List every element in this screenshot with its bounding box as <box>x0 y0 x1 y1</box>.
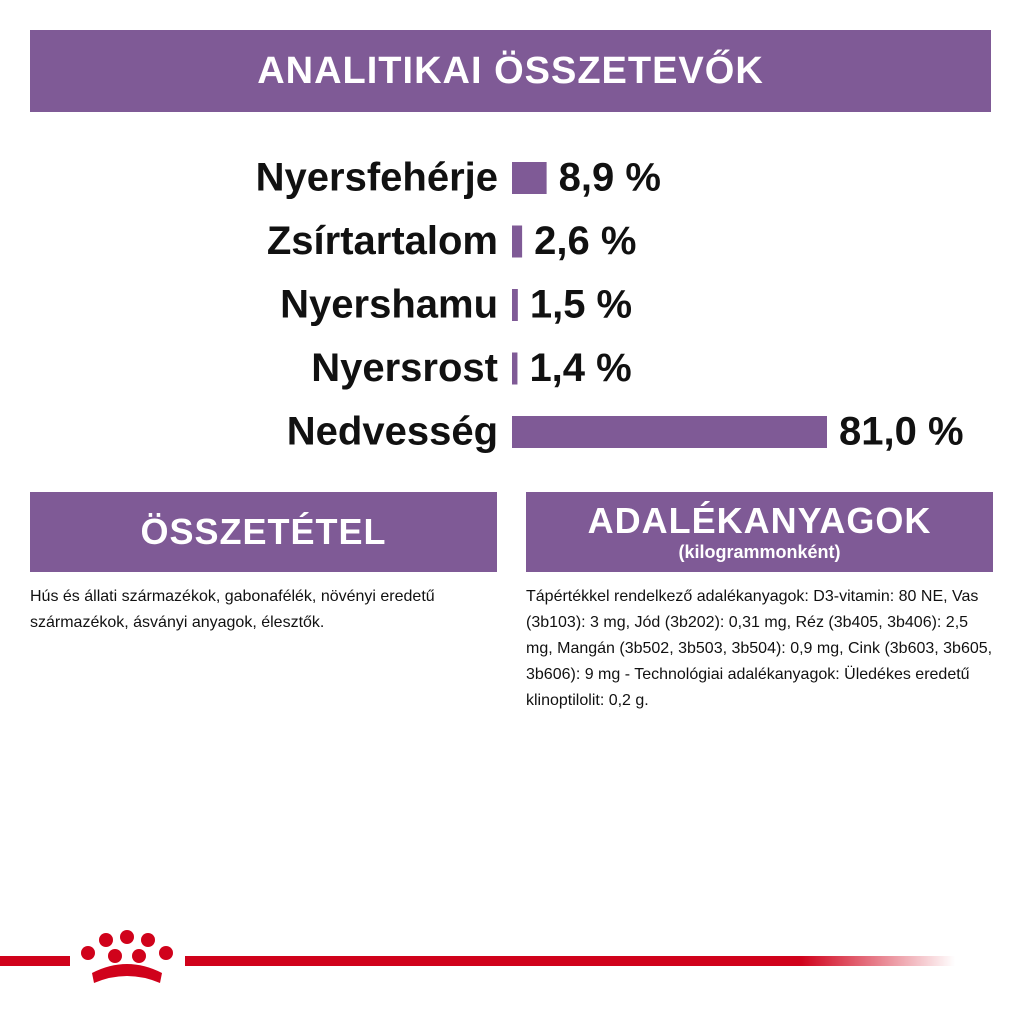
additives-banner: ADALÉKANYAGOK (kilogrammonként) <box>526 492 993 572</box>
title-banner: ANALITIKAI ÖSSZETEVŐK <box>30 30 991 112</box>
additives-title: ADALÉKANYAGOK <box>587 500 932 541</box>
composition-banner: ÖSSZETÉTEL <box>30 492 497 572</box>
value-label: 2,6 % <box>534 219 636 263</box>
value-label: 1,5 % <box>530 283 632 327</box>
chart: Nyersfehérje 8,9 % Zsírtartalom 2,6 % Nyersh… <box>256 156 964 454</box>
bar <box>512 352 518 385</box>
category-label: Nyersfehérje <box>256 156 498 200</box>
bar <box>512 162 547 194</box>
category-label: Nedvesség <box>287 410 498 454</box>
category-label: Zsírtartalom <box>267 219 498 263</box>
footer-line <box>0 956 70 966</box>
footer-line <box>185 956 955 966</box>
bar <box>512 225 523 258</box>
logo <box>81 930 173 983</box>
bar <box>512 289 518 321</box>
chart-title: ANALITIKAI ÖSSZETEVŐK <box>257 50 764 92</box>
value-label: 81,0 % <box>839 410 964 454</box>
value-label: 8,9 % <box>559 156 661 200</box>
additives-text: Tápértékkel rendelkező adalékanyagok: D3… <box>526 588 993 709</box>
composition-title: ÖSSZETÉTEL <box>140 511 387 552</box>
footer <box>0 930 955 983</box>
category-label: Nyersrost <box>311 346 498 390</box>
bar <box>512 416 827 448</box>
composition-text: Hús és állati származékok, gabonafélék, … <box>30 588 435 631</box>
category-label: Nyershamu <box>280 283 498 327</box>
value-label: 1,4 % <box>529 346 631 390</box>
additives-subtitle: (kilogrammonként) <box>678 542 841 562</box>
